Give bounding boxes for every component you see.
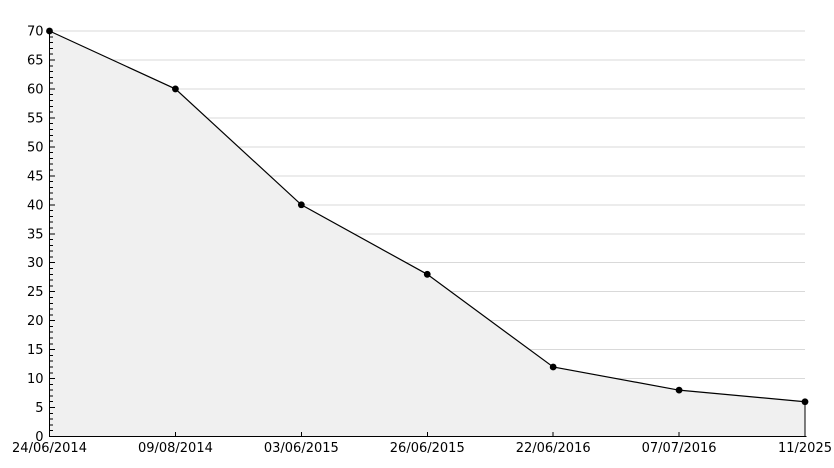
y-axis-label: 40	[27, 198, 44, 213]
x-axis-label: 26/06/2015	[390, 441, 465, 456]
y-axis-label: 10	[27, 372, 44, 387]
y-axis-label: 25	[27, 285, 44, 300]
data-point-marker	[423, 270, 431, 278]
data-point-marker	[172, 85, 179, 93]
area-fill	[49, 31, 805, 437]
data-point-marker	[801, 398, 809, 406]
y-axis-label: 50	[27, 140, 44, 155]
y-axis-label: 5	[35, 401, 43, 416]
data-point-marker	[549, 363, 557, 371]
data-point-marker	[675, 386, 683, 394]
y-axis-label: 60	[27, 82, 44, 97]
y-axis-label: 20	[27, 314, 44, 329]
y-axis-label: 0	[35, 430, 43, 445]
y-axis-label: 30	[27, 256, 44, 271]
x-axis-label: 03/06/2015	[264, 441, 339, 456]
x-axis-label: 11/2025	[778, 441, 832, 456]
y-axis-label: 35	[27, 227, 44, 242]
x-axis-label: 07/07/2016	[642, 441, 717, 456]
y-axis-label: 45	[27, 169, 44, 184]
x-axis-label: 22/06/2016	[516, 441, 591, 456]
y-axis-label: 70	[27, 25, 44, 40]
data-point-marker	[46, 27, 53, 35]
x-axis-label: 24/06/2014	[12, 441, 87, 456]
y-axis-label: 15	[27, 343, 44, 358]
y-axis-label: 65	[27, 53, 44, 68]
y-axis-label: 55	[27, 111, 44, 126]
data-point-marker	[297, 201, 305, 209]
x-axis-label: 09/08/2014	[138, 441, 213, 456]
